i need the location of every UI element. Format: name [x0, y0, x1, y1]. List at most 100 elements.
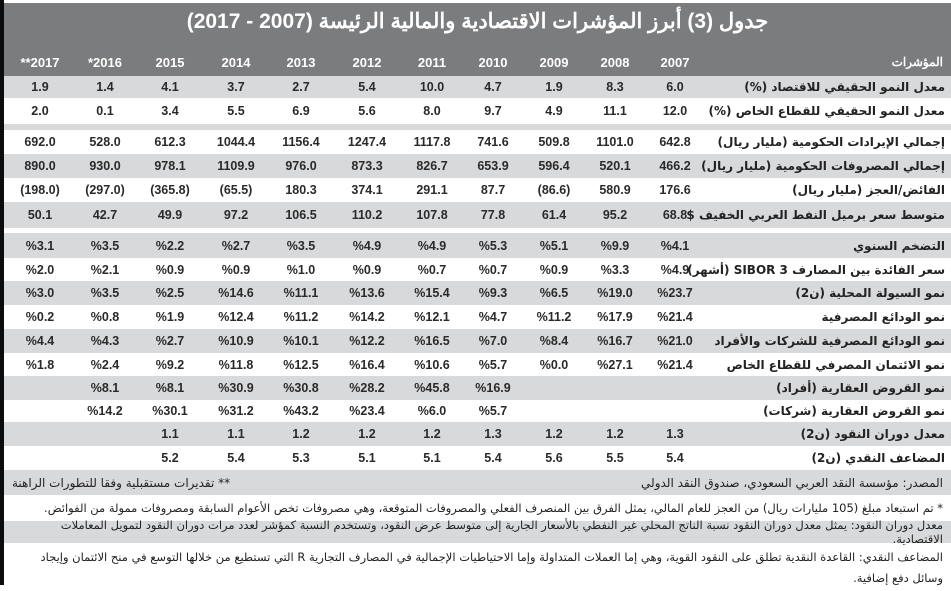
value-2008: 11.1: [603, 104, 627, 118]
value-2013: 106.5: [285, 208, 317, 222]
value-2013: %3.5: [286, 238, 316, 253]
value-2011: 291.1: [416, 183, 448, 197]
value-2007: 642.8: [659, 135, 691, 149]
value-2014: %0.9: [221, 262, 251, 277]
value-2010: 741.6: [477, 135, 509, 149]
row-label: نمو القروض العقارية (شركات): [763, 404, 945, 418]
value-2013: %1.0: [286, 262, 316, 277]
row-label: متوسط سعر برميل النفط العربي الخفيف $: [686, 208, 945, 222]
value-2012: %28.2: [349, 381, 385, 395]
source-note: المصدر: مؤسسة النقد العربي السعودي، صندو…: [641, 475, 943, 490]
value-2016: %0.8: [90, 310, 120, 324]
value-2007: %21.0: [657, 334, 693, 348]
table-row: نمو الائتمان المصرفي للقطاع الخاص %21.4 …: [4, 353, 951, 376]
table-row: معدل النمو الحقيقي للقطاع الخاص (%) 12.0…: [4, 98, 951, 124]
value-2015: %0.9: [155, 262, 185, 277]
value-2007: 6.0: [666, 80, 684, 94]
value-2008: %3.3: [600, 262, 630, 277]
value-2007: %21.4: [657, 357, 693, 372]
value-2009: (86.6): [537, 183, 571, 197]
table-row: التضخم السنوي %4.1 %9.9 %5.1 %5.3 %4.9 %…: [4, 233, 951, 258]
value-2012: 5.4: [358, 80, 376, 94]
value-2008: 8.3: [606, 80, 624, 94]
value-2015: %9.2: [155, 357, 185, 372]
value-2009: %11.2: [536, 310, 572, 324]
table-row: نمو القروض العقارية (أفراد) %16.9 %45.8 …: [4, 376, 951, 400]
value-2010: %5.3: [478, 238, 508, 253]
indicators-table-page: جدول (3) أبرز المؤشرات الاقتصادية والمال…: [4, 0, 951, 585]
value-2016: 930.0: [89, 159, 121, 173]
row-label: المضاعف النقدي (ن2): [811, 451, 946, 465]
value-2009: 1.2: [545, 427, 563, 441]
value-2015: (365.8): [150, 183, 190, 197]
table-header: جدول (3) أبرز المؤشرات الاقتصادية والمال…: [4, 3, 951, 76]
value-2015: %1.9: [155, 310, 185, 324]
value-2011: 8.0: [423, 104, 441, 118]
value-2015: %2.2: [155, 238, 185, 253]
value-2016: 1.4: [96, 80, 114, 94]
value-2010: %5.7: [478, 357, 508, 372]
value-2010: 77.8: [480, 208, 506, 222]
value-2007: 176.6: [659, 183, 691, 197]
value-2013: %10.1: [283, 334, 319, 348]
value-2008: 520.1: [599, 159, 631, 173]
table-row: متوسط سعر برميل النفط العربي الخفيف $ 68…: [4, 202, 951, 228]
value-2007: [644, 376, 706, 400]
value-2011: %10.6: [414, 357, 450, 372]
value-2011: 107.8: [416, 208, 448, 222]
value-2010: %5.7: [478, 404, 508, 418]
year-header-2017: **2017: [20, 55, 60, 70]
value-2010: %16.9: [475, 381, 511, 395]
value-2011: 5.1: [423, 451, 441, 465]
indicators-column-header: المؤشرات: [891, 55, 943, 69]
value-2009: 596.4: [538, 159, 570, 173]
year-header-2009: 2009: [539, 55, 569, 70]
table-row: إجمالي المصروفات الحكومية (مليار ريال) 4…: [4, 154, 951, 178]
value-2013: 1.2: [292, 427, 310, 441]
row-separator: [4, 124, 951, 130]
table-row: نمو الودائع المصرفية للشركات والأفراد %2…: [4, 329, 951, 353]
year-header-2010: 2010: [478, 55, 508, 70]
value-2007: 1.3: [666, 427, 684, 441]
row-label: نمو القروض العقارية (أفراد): [776, 381, 945, 395]
value-2011: 1117.8: [413, 135, 451, 149]
year-header-2012: 2012: [352, 55, 382, 70]
value-2016: %2.4: [90, 357, 120, 372]
value-2009: %0.0: [539, 357, 569, 372]
value-2017: [9, 446, 71, 470]
value-2017: 2.0: [31, 104, 49, 118]
value-2007: 5.4: [666, 451, 684, 465]
value-2013: 1156.4: [282, 135, 320, 149]
value-2008: 1101.0: [596, 135, 634, 149]
row-label: سعر الفائدة بين المصارف SIBOR 3 (أشهر): [687, 262, 945, 277]
value-2012: 5.6: [358, 104, 376, 118]
value-2016: 528.0: [89, 135, 121, 149]
value-2014: 1109.9: [217, 159, 255, 173]
value-2011: 10.0: [419, 80, 445, 94]
value-2008: [584, 376, 646, 400]
value-2012: 374.1: [351, 183, 383, 197]
value-2009: 1.9: [545, 80, 563, 94]
estimates-note: ** تقديرات مستقبلية وفقا للتطورات الراهن…: [12, 475, 231, 490]
value-2017: (198.0): [20, 183, 60, 197]
value-2008: %17.9: [597, 310, 633, 324]
value-2008: %16.7: [597, 334, 633, 348]
value-2017: 692.0: [24, 135, 56, 149]
value-2013: %30.8: [283, 381, 319, 395]
value-2017: %3.1: [25, 238, 55, 253]
value-2007: %4.9: [660, 262, 690, 277]
value-2010: 9.7: [484, 104, 502, 118]
top-border: [4, 0, 951, 3]
value-2014: %31.2: [218, 404, 254, 418]
value-2015: 612.3: [154, 135, 186, 149]
value-2014: %30.9: [218, 381, 254, 395]
value-2017: %2.0: [25, 262, 55, 277]
value-2007: 68.8: [662, 208, 688, 222]
value-2016: [74, 422, 136, 446]
value-2014: 1044.4: [216, 135, 256, 149]
value-2010: %4.7: [478, 310, 508, 324]
value-2011: 826.7: [416, 159, 448, 173]
value-2017: [9, 422, 71, 446]
value-2013: 976.0: [285, 159, 317, 173]
value-2015: 5.2: [161, 451, 179, 465]
